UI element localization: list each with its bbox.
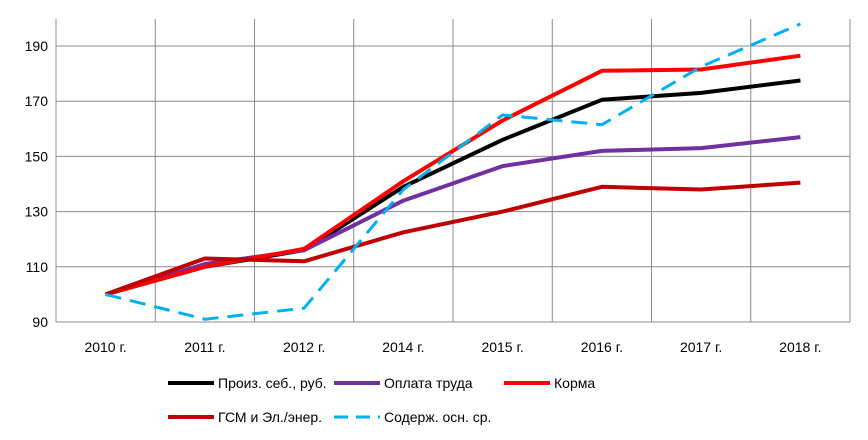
- series-lines: [104, 22, 801, 321]
- y-tick-label: 110: [26, 259, 49, 275]
- legend-label: ГСМ и Эл./энер.: [218, 409, 322, 425]
- x-tick-label: 2015 г.: [481, 339, 523, 355]
- legend-label: Корма: [554, 375, 595, 391]
- series-line: [105, 135, 801, 297]
- legend-label: Произ. себ., руб.: [218, 375, 327, 391]
- y-tick-label: 130: [25, 204, 49, 220]
- y-tick-label: 190: [25, 38, 49, 54]
- series-line: [104, 180, 801, 297]
- x-tick-label: 2017 г.: [680, 339, 722, 355]
- x-tick-label: 2014 г.: [382, 339, 424, 355]
- x-tick-label: 2012 г.: [283, 339, 325, 355]
- series-line: [105, 22, 801, 321]
- legend-label: Содерж. осн. ср.: [384, 409, 491, 425]
- grid: [55, 19, 851, 323]
- legend-label: Оплата труда: [384, 375, 473, 391]
- y-tick-label: 170: [25, 93, 49, 109]
- x-tick-label: 2018 г.: [779, 339, 821, 355]
- x-tick-label: 2016 г.: [581, 339, 623, 355]
- y-tick-label: 150: [25, 148, 49, 164]
- x-tick-label: 2010 г.: [84, 339, 126, 355]
- x-tick-label: 2011 г.: [184, 339, 225, 355]
- axes: 90 110 130 150 170 190 2010 г. 2011 г. 2012 г. 20…: [25, 38, 822, 355]
- y-tick-label: 90: [32, 314, 48, 330]
- series-line: [105, 53, 801, 297]
- legend: Произ. себ., руб. Оплата труда Корма ГСМ и …: [168, 375, 595, 425]
